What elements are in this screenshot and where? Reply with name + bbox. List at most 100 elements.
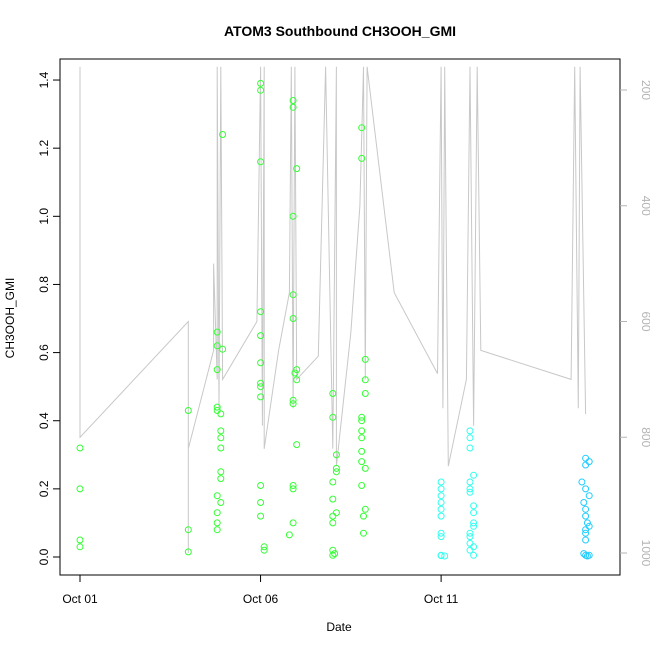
- data-point: [361, 464, 369, 472]
- data-point: [289, 291, 297, 299]
- data-point: [257, 359, 265, 367]
- pressure-tick-label: 200: [639, 80, 650, 100]
- plot-frame: [59, 58, 621, 576]
- data-point: [437, 505, 445, 513]
- data-point: [585, 492, 593, 500]
- data-point: [583, 519, 591, 527]
- data-point: [76, 536, 84, 544]
- data-point: [470, 519, 478, 527]
- data-point: [582, 505, 590, 513]
- data-point: [76, 543, 84, 551]
- data-point: [289, 396, 297, 404]
- data-point: [466, 427, 474, 435]
- data-point: [466, 485, 474, 493]
- y-tick-label: 0.8: [37, 276, 51, 293]
- data-point: [213, 519, 221, 527]
- chart-title: ATOM3 Southbound CH3OOH_GMI: [224, 23, 456, 39]
- data-point: [184, 526, 192, 534]
- data-point: [470, 502, 478, 510]
- data-point: [332, 468, 340, 476]
- data-point: [582, 485, 590, 493]
- y-axis-label: CH3OOH_GMI: [3, 278, 17, 359]
- data-point: [358, 482, 366, 489]
- data-point: [361, 355, 369, 363]
- data-point: [358, 434, 366, 442]
- data-point: [582, 526, 590, 534]
- data-point: [358, 458, 366, 466]
- data-point: [257, 79, 265, 87]
- data-point: [582, 454, 590, 462]
- data-point: [217, 427, 225, 435]
- data-point: [437, 512, 445, 520]
- data-point: [466, 444, 474, 452]
- data-point: [585, 458, 593, 466]
- data-point: [582, 529, 590, 537]
- data-point: [358, 413, 366, 421]
- data-point: [293, 441, 301, 449]
- data-point: [358, 154, 366, 162]
- data-point: [332, 509, 340, 517]
- data-point: [289, 212, 297, 220]
- data-point: [360, 512, 367, 520]
- data-point: [466, 546, 474, 554]
- data-point: [257, 332, 265, 340]
- data-point: [285, 531, 293, 539]
- y-tick-label: 1.2: [37, 140, 51, 157]
- data-point: [257, 512, 265, 520]
- data-point: [257, 499, 265, 506]
- axes: 0.0 0.2 0.4 0.6 0.8 1.0 1.2 1.4 Oct 01 Oct 06 Oct …: [37, 71, 650, 606]
- data-point: [184, 407, 192, 414]
- pressure-tick-label: 800: [639, 427, 650, 447]
- data-point: [293, 376, 301, 384]
- data-point: [358, 447, 366, 455]
- data-point: [437, 552, 445, 560]
- data-point: [582, 512, 590, 520]
- altitude-trace-line: [79, 66, 587, 553]
- data-point: [289, 482, 297, 489]
- y-tick-label: 0.4: [37, 412, 51, 429]
- data-point: [470, 509, 478, 517]
- data-point: [76, 485, 84, 493]
- data-point: [217, 475, 225, 483]
- data-point: [217, 468, 225, 476]
- data-point: [358, 417, 366, 425]
- data-point: [582, 536, 590, 544]
- data-point: [437, 492, 445, 500]
- data-point: [329, 478, 337, 486]
- data-point: [329, 546, 337, 554]
- data-point: [257, 86, 265, 94]
- data-point: [358, 427, 366, 435]
- pressure-tick-label: 400: [639, 196, 650, 216]
- data-point: [331, 550, 339, 558]
- data-point: [332, 451, 340, 459]
- data-point: [257, 482, 265, 489]
- data-point: [437, 533, 445, 541]
- data-point: [219, 345, 227, 353]
- data-point: [578, 478, 586, 486]
- data-point: [257, 393, 265, 401]
- y-tick-label: 0.0: [37, 548, 51, 565]
- y-tick-label: 0.2: [37, 480, 51, 497]
- pressure-tick-label: 600: [639, 311, 650, 331]
- data-point: [213, 403, 221, 411]
- data-point: [293, 165, 301, 173]
- data-point: [441, 552, 449, 560]
- data-point: [213, 492, 221, 500]
- data-point: [466, 539, 474, 547]
- data-point: [361, 390, 369, 397]
- data-point: [213, 509, 221, 517]
- data-point: [260, 543, 268, 551]
- data-point: [470, 551, 478, 559]
- data-point: [360, 529, 367, 537]
- data-point: [257, 383, 265, 391]
- data-point: [217, 410, 225, 418]
- data-point: [293, 366, 301, 374]
- data-point: [470, 543, 478, 551]
- data-point: [217, 434, 225, 442]
- x-tick-label: Oct 11: [424, 592, 459, 606]
- data-point: [329, 519, 337, 527]
- data-point: [76, 444, 84, 452]
- y-tick-label: 1.4: [37, 71, 51, 88]
- y-tick-label: 0.6: [37, 344, 51, 361]
- data-point: [213, 328, 221, 336]
